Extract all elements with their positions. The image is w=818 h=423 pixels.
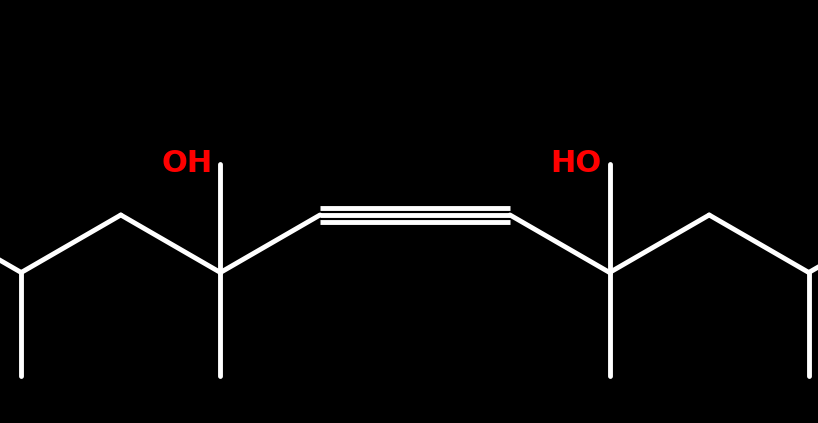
Text: HO: HO bbox=[551, 149, 601, 179]
Text: OH: OH bbox=[161, 149, 213, 179]
